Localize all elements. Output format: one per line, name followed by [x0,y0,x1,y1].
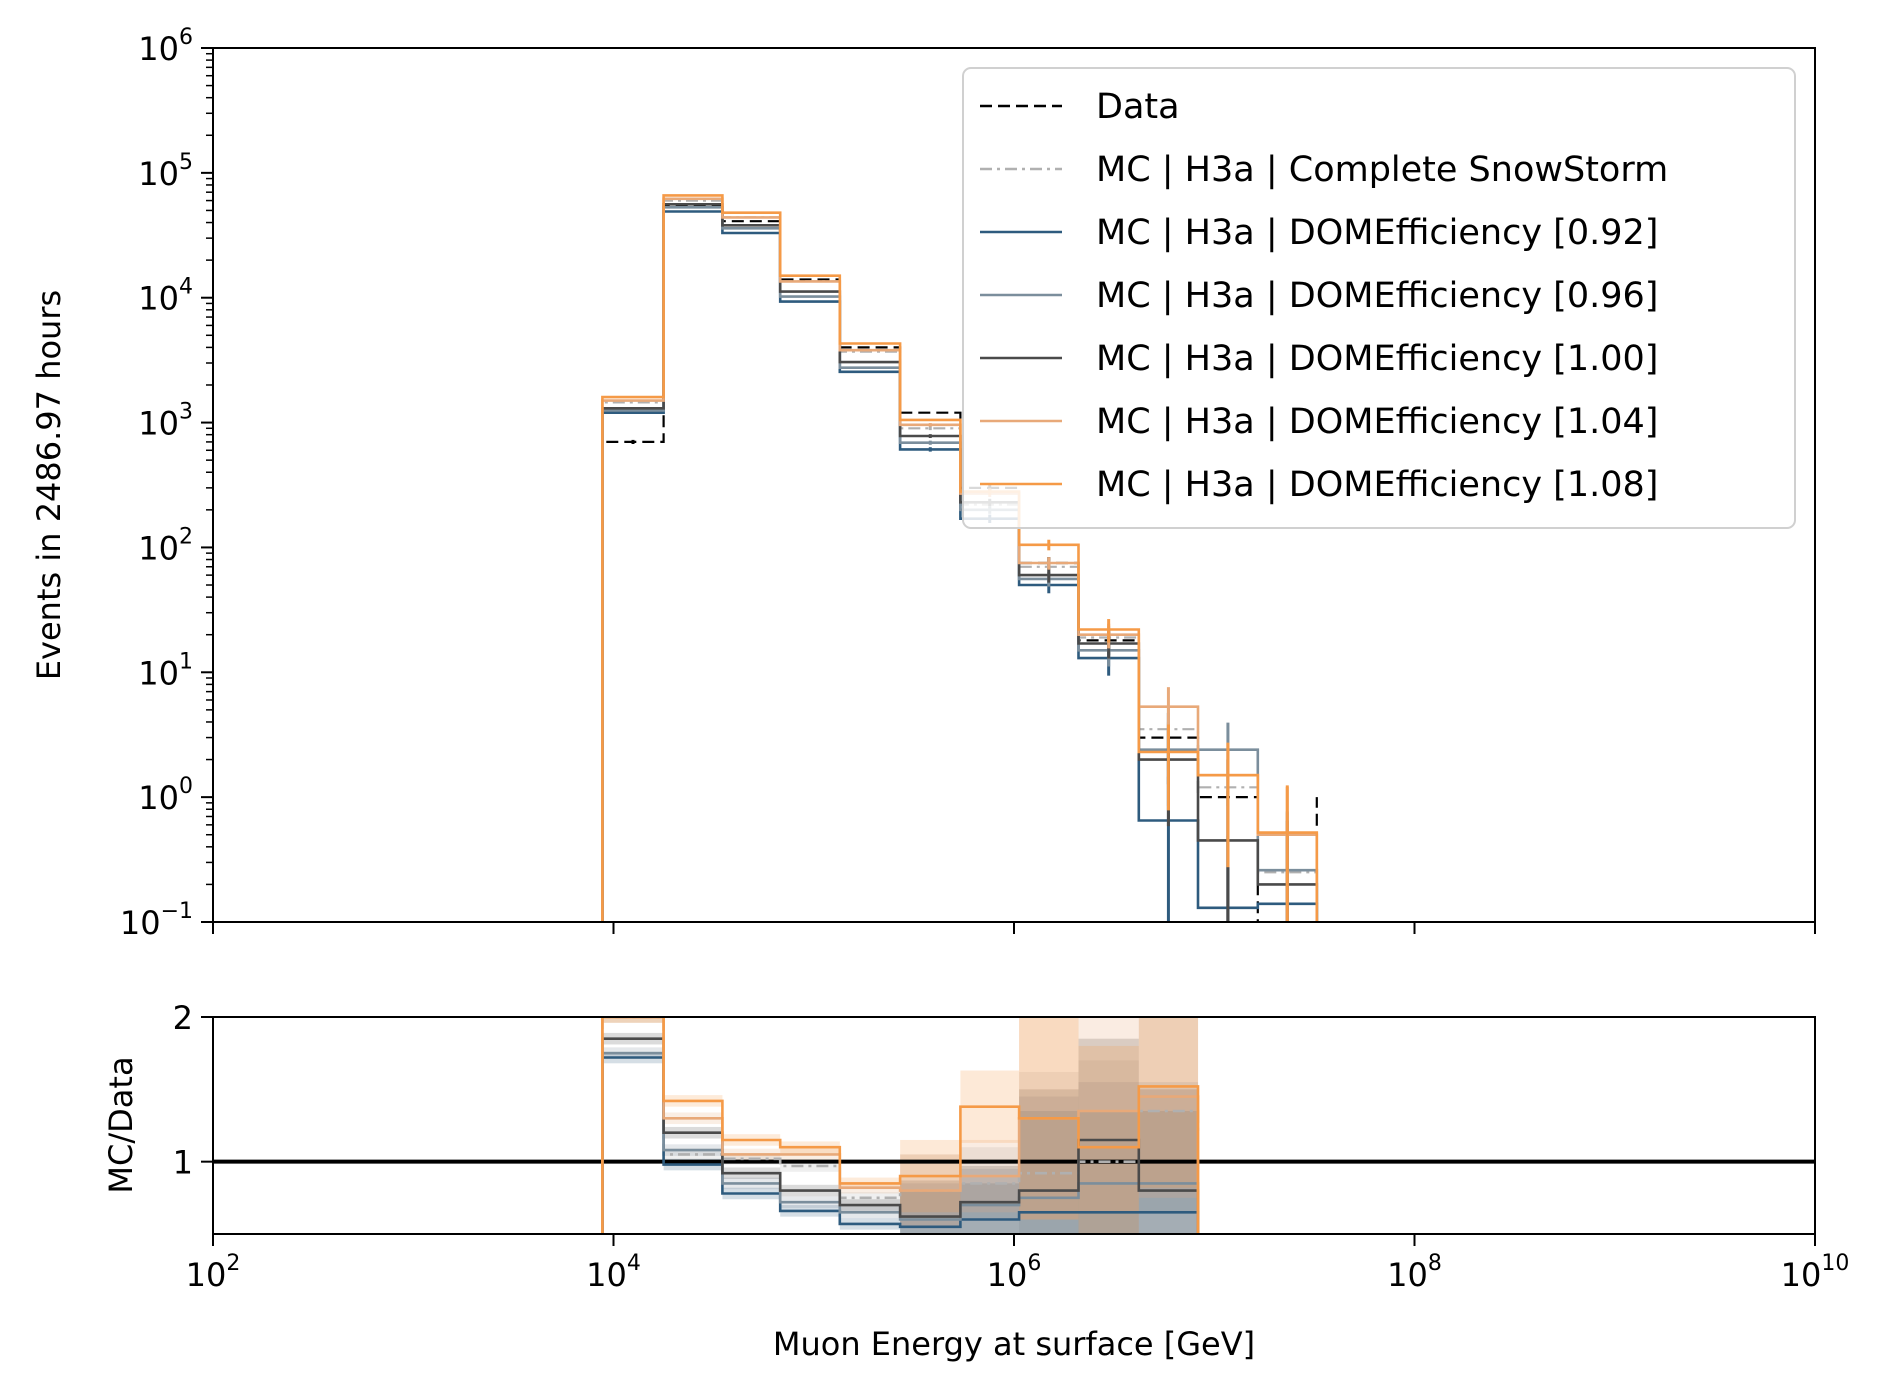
legend-box [962,67,1796,529]
legend-label: MC | H3a | DOMEfficiency [1.08] [1096,465,1658,505]
legend-label: MC | H3a | Complete SnowStorm [1096,150,1668,190]
x-tick-label: 1010 [1781,1251,1850,1294]
main-y-axis-label: Events in 2486.97 hours [30,290,68,680]
ratio-y-tick-label: 2 [173,999,193,1037]
legend-entry-mc-h3a-complete-snowstorm: MC | H3a | Complete SnowStorm [980,150,1668,190]
ratio-y-tick-label: 1 [173,1144,193,1182]
legend-entry-mc-h3a-domefficiency-1-04: MC | H3a | DOMEfficiency [1.04] [980,402,1658,442]
legend-label: MC | H3a | DOMEfficiency [1.00] [1096,339,1658,379]
main-y-tick-label: 10−1 [120,899,193,942]
x-tick-label: 108 [1387,1251,1442,1294]
legend-entry-mc-h3a-domefficiency-1-08: MC | H3a | DOMEfficiency [1.08] [980,465,1658,505]
x-axis-label: Muon Energy at surface [GeV] [773,1325,1255,1363]
x-tick-label: 102 [186,1251,241,1294]
main-y-tick-label: 101 [138,649,193,692]
legend-entry-mc-h3a-domefficiency-0-92: MC | H3a | DOMEfficiency [0.92] [980,213,1658,253]
legend: Data MC | H3a | Complete SnowStorm MC | H3… [962,67,1796,529]
legend-entry-mc-h3a-domefficiency-1-00: MC | H3a | DOMEfficiency [1.00] [980,339,1658,379]
legend-entry-data: Data [980,87,1180,127]
legend-label: MC | H3a | DOMEfficiency [1.04] [1096,402,1658,442]
ratio-series-mc-h3a-domefficiency-1-00 [601,1037,1200,1234]
main-y-tick-label: 105 [138,150,193,193]
legend-label: MC | H3a | DOMEfficiency [0.92] [1096,213,1658,253]
main-histogram-panel: 10−1 100 101 102 103 104 105 106 Events in 2486… [30,25,1816,942]
main-y-tick-label: 104 [138,275,193,318]
main-y-tick-label: 100 [138,774,193,817]
legend-entry-mc-h3a-domefficiency-0-96: MC | H3a | DOMEfficiency [0.96] [980,276,1658,316]
x-tick-label: 106 [987,1251,1042,1294]
main-y-tick-label: 102 [138,524,193,567]
legend-label: MC | H3a | DOMEfficiency [0.96] [1096,276,1658,316]
main-y-tick-label: 106 [138,25,193,68]
ratio-series-mc-h3a-complete-snowstorm [601,1017,1200,1234]
ratio-panel: 1 2 102 104 106 108 1010 MC/Data Muon Energy … [102,999,1850,1363]
ratio-y-axis-label: MC/Data [102,1056,140,1193]
ratio-series-mc-h3a-domefficiency-1-08 [601,1017,1200,1234]
ratio-series-mc-h3a-domefficiency-0-92 [601,1056,1200,1234]
ratio-series-mc-h3a-domefficiency-1-04 [601,1017,1200,1234]
legend-label: Data [1096,87,1180,127]
main-y-tick-label: 103 [138,400,193,443]
x-tick-label: 104 [586,1251,641,1294]
